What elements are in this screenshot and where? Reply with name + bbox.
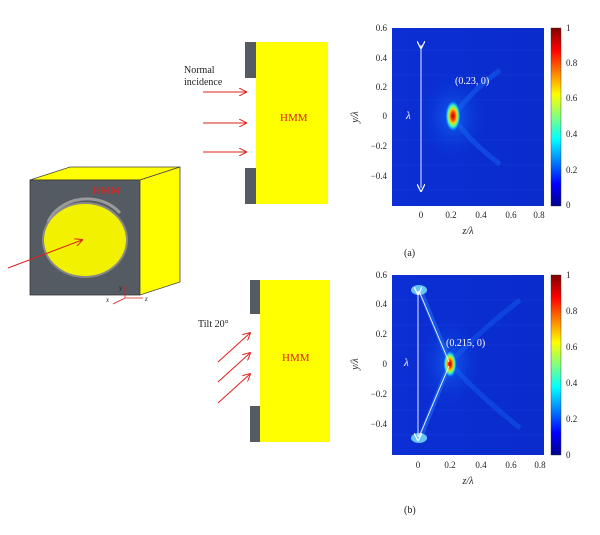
map-a-cbar-tick-0.4: 0.4 [566, 129, 578, 139]
map-b-beam-upper [417, 289, 453, 364]
map-b-xtick-0: 0 [416, 460, 421, 470]
metal-bottom-a [245, 168, 256, 204]
map-a-cbar-tick-0: 0 [566, 200, 571, 210]
map-b-hotspot [443, 350, 457, 378]
tilt-label: Tilt 20° [198, 319, 229, 330]
axis-y-label: y [118, 284, 123, 292]
map-b-cbar-tick-0.8: 0.8 [566, 306, 578, 316]
cube-axes: x y z [105, 284, 148, 305]
cube-aperture [42, 202, 128, 278]
map-a-xticks: 0 0.2 0.4 0.6 0.8 [419, 210, 545, 220]
map-a-ytick-neg0.4: −0.4 [371, 171, 388, 181]
map-a-peak-label: (0.23, 0) [455, 76, 489, 87]
hmm-label-b: HMM [282, 352, 310, 364]
metal-bottom-b [250, 406, 260, 442]
map-b-ray-upper [418, 290, 450, 363]
map-b-xtick-0.6: 0.6 [505, 460, 517, 470]
map-a-ylabel: y/λ [350, 111, 361, 124]
map-b-xtick-0.4: 0.4 [475, 460, 487, 470]
hmm-block-b [260, 280, 330, 442]
map-a-xtick-0.6: 0.6 [505, 210, 517, 220]
map-b-cbar-tick-0.4: 0.4 [566, 378, 578, 388]
panel-label-a: (a) [404, 248, 415, 259]
map-b-ytick-0.6: 0.6 [376, 270, 388, 280]
map-a-ytick-neg0.2: −0.2 [371, 141, 387, 151]
map-a-xlabel: z/λ [461, 226, 474, 237]
axis-z-label: z [144, 295, 148, 303]
map-a-ytick-0: 0 [383, 111, 388, 121]
map-b-xtick-0.8: 0.8 [534, 460, 546, 470]
map-b-ytick-0.2: 0.2 [376, 329, 387, 339]
map-b-ytick-0: 0 [383, 359, 388, 369]
map-b-ylabel: y/λ [350, 358, 361, 371]
hmm-cube: HMM x y z [7, 166, 181, 305]
map-a-lambda-label: λ [405, 110, 411, 122]
map-b-cbar-tick-0: 0 [566, 450, 571, 460]
map-b-xtick-0.2: 0.2 [444, 460, 455, 470]
cube-incident-arrow [7, 240, 82, 269]
cube-side-face [139, 166, 181, 296]
map-b-xticks: 0 0.2 0.4 0.6 0.8 [416, 460, 546, 470]
map-b-edge-spot-top [411, 285, 427, 295]
map-a-xtick-0.2: 0.2 [445, 210, 456, 220]
row-a-schematic: HMM Normal incidence [184, 42, 328, 204]
incident-ray-b1 [217, 333, 250, 363]
map-a-ytick-0.4: 0.4 [376, 53, 388, 63]
map-a-cbar-tick-0.6: 0.6 [566, 93, 578, 103]
metal-top-a [245, 42, 256, 78]
map-a-hotspot [445, 100, 461, 132]
map-a-ytick-0.6: 0.6 [376, 23, 388, 33]
map-a-colorbar-ticks: 1 0.8 0.6 0.4 0.2 0 [566, 23, 578, 210]
map-a-yticks: 0.6 0.4 0.2 0 −0.2 −0.4 [371, 23, 388, 181]
map-b-cbar-tick-0.6: 0.6 [566, 342, 578, 352]
map-a-xtick-0.8: 0.8 [533, 210, 545, 220]
map-b-ray-lower [418, 365, 450, 438]
map-b-cbar-tick-1: 1 [566, 270, 571, 280]
normal-incidence-label-line2: incidence [184, 77, 223, 88]
map-b-yticks: 0.6 0.4 0.2 0 −0.2 −0.4 [371, 270, 388, 429]
map-b-ytick-neg0.4: −0.4 [371, 419, 388, 429]
map-b-peak-label: (0.215, 0) [446, 338, 485, 349]
map-a-xtick-0: 0 [419, 210, 424, 220]
field-map-b: λ (0.215, 0) 0.6 0.4 0.2 0 −0.2 −0.4 0 0… [350, 270, 578, 516]
row-b-schematic: HMM Tilt 20° [198, 280, 330, 442]
map-b-colorbar-ticks: 1 0.8 0.6 0.4 0.2 0 [566, 270, 578, 460]
map-b-lambda-label: λ [403, 357, 409, 369]
map-a-ytick-0.2: 0.2 [376, 82, 387, 92]
normal-incidence-label-line1: Normal [184, 65, 215, 76]
map-a-cbar-tick-0.2: 0.2 [566, 165, 577, 175]
field-map-a: λ (0.23, 0) 0.6 0.4 0.2 0 −0.2 −0.4 0 0.… [350, 23, 578, 259]
incident-ray-b2 [217, 353, 250, 383]
axis-x-label: x [105, 296, 110, 304]
aperture-rim-shadow [46, 197, 122, 223]
map-a-colorbar [550, 27, 562, 207]
map-b-colorbar [550, 274, 562, 456]
cube-label: HMM [93, 185, 121, 197]
map-b-edge-spot-bottom [411, 433, 427, 443]
map-a-xtick-0.4: 0.4 [475, 210, 487, 220]
hmm-block-a [256, 42, 328, 204]
panel-label-b: (b) [404, 505, 416, 516]
map-b-xlabel: z/λ [461, 476, 474, 487]
map-a-cbar-tick-0.8: 0.8 [566, 58, 578, 68]
map-b-cbar-tick-0.2: 0.2 [566, 414, 577, 424]
map-b-ytick-neg0.2: −0.2 [371, 389, 387, 399]
hmm-label-a: HMM [280, 112, 308, 124]
map-b-ytick-0.4: 0.4 [376, 299, 388, 309]
metal-top-b [250, 280, 260, 314]
incident-ray-b3 [217, 374, 250, 404]
map-a-cbar-tick-1: 1 [566, 23, 571, 33]
